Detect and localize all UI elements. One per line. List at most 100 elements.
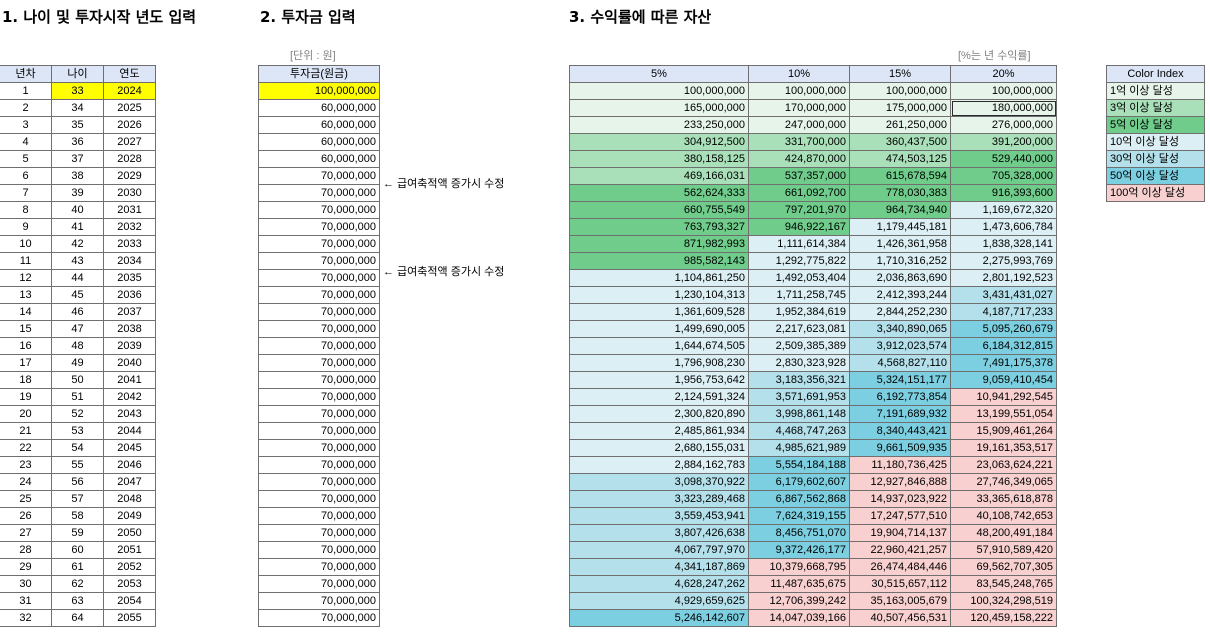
asset-cell-r5[interactable]: 1,499,690,005: [569, 320, 749, 338]
calendar-year-cell[interactable]: 2037: [103, 303, 156, 321]
asset-cell-r15[interactable]: 1,710,316,252: [849, 252, 951, 270]
investment-cell[interactable]: 70,000,000: [258, 388, 380, 406]
asset-cell-r20[interactable]: 1,473,606,784: [950, 218, 1057, 236]
investment-cell[interactable]: 70,000,000: [258, 524, 380, 542]
asset-cell-r15[interactable]: 7,191,689,932: [849, 405, 951, 423]
asset-cell-r10[interactable]: 3,571,691,953: [748, 388, 850, 406]
asset-cell-r15[interactable]: 26,474,484,446: [849, 558, 951, 576]
asset-cell-r20[interactable]: 2,801,192,523: [950, 269, 1057, 287]
investment-cell[interactable]: 70,000,000: [258, 490, 380, 508]
asset-cell-r15[interactable]: 3,912,023,574: [849, 337, 951, 355]
calendar-year-cell[interactable]: 2030: [103, 184, 156, 202]
asset-cell-r15[interactable]: 1,426,361,958: [849, 235, 951, 253]
asset-cell-r10[interactable]: 14,047,039,166: [748, 609, 850, 627]
year-index-cell[interactable]: 10: [0, 235, 52, 253]
year-index-cell[interactable]: 21: [0, 422, 52, 440]
year-index-cell[interactable]: 7: [0, 184, 52, 202]
asset-cell-r10[interactable]: 424,870,000: [748, 150, 850, 168]
year-index-cell[interactable]: 22: [0, 439, 52, 457]
investment-cell[interactable]: 70,000,000: [258, 575, 380, 593]
asset-cell-r20[interactable]: 100,000,000: [950, 82, 1057, 100]
asset-cell-r20[interactable]: 19,161,353,517: [950, 439, 1057, 457]
age-cell[interactable]: 50: [51, 371, 104, 389]
age-cell[interactable]: 38: [51, 167, 104, 185]
asset-cell-r15[interactable]: 100,000,000: [849, 82, 951, 100]
investment-cell[interactable]: 70,000,000: [258, 235, 380, 253]
age-cell[interactable]: 61: [51, 558, 104, 576]
age-cell[interactable]: 58: [51, 507, 104, 525]
asset-cell-r10[interactable]: 661,092,700: [748, 184, 850, 202]
asset-cell-r20[interactable]: 2,275,993,769: [950, 252, 1057, 270]
investment-cell[interactable]: 70,000,000: [258, 167, 380, 185]
asset-cell-r20[interactable]: 180,000,000: [950, 99, 1057, 117]
investment-cell[interactable]: 70,000,000: [258, 439, 380, 457]
asset-cell-r15[interactable]: 12,927,846,888: [849, 473, 951, 491]
asset-cell-r15[interactable]: 3,340,890,065: [849, 320, 951, 338]
year-index-cell[interactable]: 27: [0, 524, 52, 542]
asset-cell-r10[interactable]: 8,456,751,070: [748, 524, 850, 542]
asset-cell-r10[interactable]: 946,922,167: [748, 218, 850, 236]
investment-cell[interactable]: 70,000,000: [258, 201, 380, 219]
age-cell[interactable]: 48: [51, 337, 104, 355]
year-index-cell[interactable]: 12: [0, 269, 52, 287]
asset-cell-r10[interactable]: 247,000,000: [748, 116, 850, 134]
age-cell[interactable]: 53: [51, 422, 104, 440]
asset-cell-r15[interactable]: 9,661,509,935: [849, 439, 951, 457]
asset-cell-r15[interactable]: 4,568,827,110: [849, 354, 951, 372]
year-index-cell[interactable]: 17: [0, 354, 52, 372]
asset-cell-r20[interactable]: 9,059,410,454: [950, 371, 1057, 389]
calendar-year-cell[interactable]: 2052: [103, 558, 156, 576]
asset-cell-r20[interactable]: 529,440,000: [950, 150, 1057, 168]
asset-cell-r10[interactable]: 2,509,385,389: [748, 337, 850, 355]
calendar-year-cell[interactable]: 2024: [103, 82, 156, 100]
asset-cell-r15[interactable]: 6,192,773,854: [849, 388, 951, 406]
calendar-year-cell[interactable]: 2027: [103, 133, 156, 151]
investment-cell[interactable]: 70,000,000: [258, 320, 380, 338]
year-index-cell[interactable]: 4: [0, 133, 52, 151]
year-index-cell[interactable]: 13: [0, 286, 52, 304]
asset-cell-r15[interactable]: 778,030,383: [849, 184, 951, 202]
asset-cell-r20[interactable]: 10,941,292,545: [950, 388, 1057, 406]
investment-cell[interactable]: 60,000,000: [258, 150, 380, 168]
calendar-year-cell[interactable]: 2048: [103, 490, 156, 508]
investment-cell[interactable]: 60,000,000: [258, 116, 380, 134]
asset-cell-r20[interactable]: 83,545,248,765: [950, 575, 1057, 593]
asset-cell-r20[interactable]: 276,000,000: [950, 116, 1057, 134]
year-index-cell[interactable]: 30: [0, 575, 52, 593]
year-index-cell[interactable]: 3: [0, 116, 52, 134]
asset-cell-r20[interactable]: 69,562,707,305: [950, 558, 1057, 576]
investment-cell[interactable]: 70,000,000: [258, 371, 380, 389]
asset-cell-r15[interactable]: 11,180,736,425: [849, 456, 951, 474]
year-index-cell[interactable]: 18: [0, 371, 52, 389]
year-index-cell[interactable]: 28: [0, 541, 52, 559]
calendar-year-cell[interactable]: 2038: [103, 320, 156, 338]
age-cell[interactable]: 46: [51, 303, 104, 321]
age-cell[interactable]: 49: [51, 354, 104, 372]
asset-cell-r10[interactable]: 6,867,562,868: [748, 490, 850, 508]
calendar-year-cell[interactable]: 2042: [103, 388, 156, 406]
asset-cell-r10[interactable]: 170,000,000: [748, 99, 850, 117]
age-cell[interactable]: 62: [51, 575, 104, 593]
asset-cell-r5[interactable]: 380,158,125: [569, 150, 749, 168]
calendar-year-cell[interactable]: 2053: [103, 575, 156, 593]
calendar-year-cell[interactable]: 2036: [103, 286, 156, 304]
calendar-year-cell[interactable]: 2032: [103, 218, 156, 236]
asset-cell-r5[interactable]: 1,644,674,505: [569, 337, 749, 355]
calendar-year-cell[interactable]: 2055: [103, 609, 156, 627]
age-cell[interactable]: 54: [51, 439, 104, 457]
investment-cell[interactable]: 70,000,000: [258, 473, 380, 491]
calendar-year-cell[interactable]: 2044: [103, 422, 156, 440]
asset-cell-r20[interactable]: 916,393,600: [950, 184, 1057, 202]
calendar-year-cell[interactable]: 2049: [103, 507, 156, 525]
calendar-year-cell[interactable]: 2050: [103, 524, 156, 542]
year-index-cell[interactable]: 5: [0, 150, 52, 168]
asset-cell-r15[interactable]: 2,036,863,690: [849, 269, 951, 287]
asset-cell-r15[interactable]: 30,515,657,112: [849, 575, 951, 593]
age-cell[interactable]: 51: [51, 388, 104, 406]
age-cell[interactable]: 47: [51, 320, 104, 338]
age-cell[interactable]: 35: [51, 116, 104, 134]
calendar-year-cell[interactable]: 2054: [103, 592, 156, 610]
asset-cell-r5[interactable]: 3,098,370,922: [569, 473, 749, 491]
asset-cell-r10[interactable]: 1,711,258,745: [748, 286, 850, 304]
calendar-year-cell[interactable]: 2033: [103, 235, 156, 253]
